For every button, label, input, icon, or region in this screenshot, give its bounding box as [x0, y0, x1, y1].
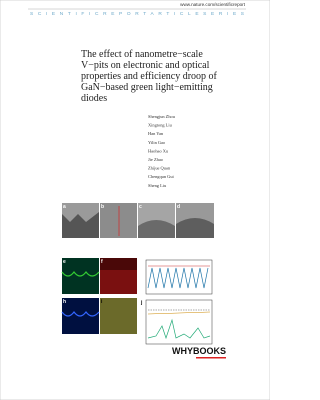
panel-image — [62, 212, 99, 238]
author: Sheng Liu — [148, 183, 167, 188]
title-line: properties and efficiency droop of — [81, 71, 218, 82]
panel-chart — [147, 311, 211, 315]
series-banner: SCIENTIFICREPORTARTICLESERIES — [30, 11, 244, 17]
panel-label: j — [140, 300, 143, 306]
title-line: The effect of nanometre−scale — [81, 49, 203, 60]
panel-label: g — [141, 260, 144, 266]
author: Haohao Xu — [148, 148, 169, 153]
author: Shengjun Zhou — [148, 114, 176, 119]
author: Zhijue Quan — [148, 166, 171, 171]
series-text: SCIENTIFICREPORTARTICLESERIES — [30, 11, 244, 17]
author: Chengqun Gui — [148, 174, 175, 179]
panel-image — [61, 311, 100, 317]
panel-label: f — [101, 259, 103, 265]
title-line: diodes — [81, 93, 107, 104]
panel-label: d — [177, 204, 180, 210]
author: Jie Zhao — [148, 157, 164, 162]
panel-chart — [145, 259, 213, 295]
cover: www.nature.com/scientificreport SCIENTIF… — [0, 0, 270, 400]
panel-label: c — [139, 204, 142, 210]
author: Han Yan — [148, 131, 164, 136]
url: www.nature.com/scientificreport — [180, 2, 246, 7]
panel-label: i — [101, 299, 103, 305]
authors: Shengjun Zhou Xingtong Liu Han Yan Yilin Ga… — [148, 114, 176, 188]
logo-bar — [196, 357, 226, 359]
panel-chart — [147, 267, 209, 289]
author: Yilin Gao — [148, 140, 166, 145]
figure: a b c d e f g h i j — [61, 203, 214, 345]
panel-chart — [147, 318, 211, 340]
panel-image — [176, 218, 214, 238]
panel-image — [138, 220, 175, 238]
panel-label: a — [63, 204, 66, 210]
panel-image — [61, 271, 100, 277]
panel-label: b — [101, 204, 104, 210]
panel-label: h — [63, 299, 66, 305]
title-line: V−pits on electronic and optical — [81, 60, 210, 71]
panel-label: e — [63, 259, 66, 265]
publisher-logo: WHYBOOKS — [172, 346, 226, 356]
panel-image — [100, 270, 137, 294]
title-line: GaN−based green light−emitting — [81, 82, 213, 93]
panel-chart — [145, 299, 213, 345]
panel-image — [100, 203, 137, 238]
author: Xingtong Liu — [148, 123, 173, 128]
panel-image — [100, 298, 137, 334]
